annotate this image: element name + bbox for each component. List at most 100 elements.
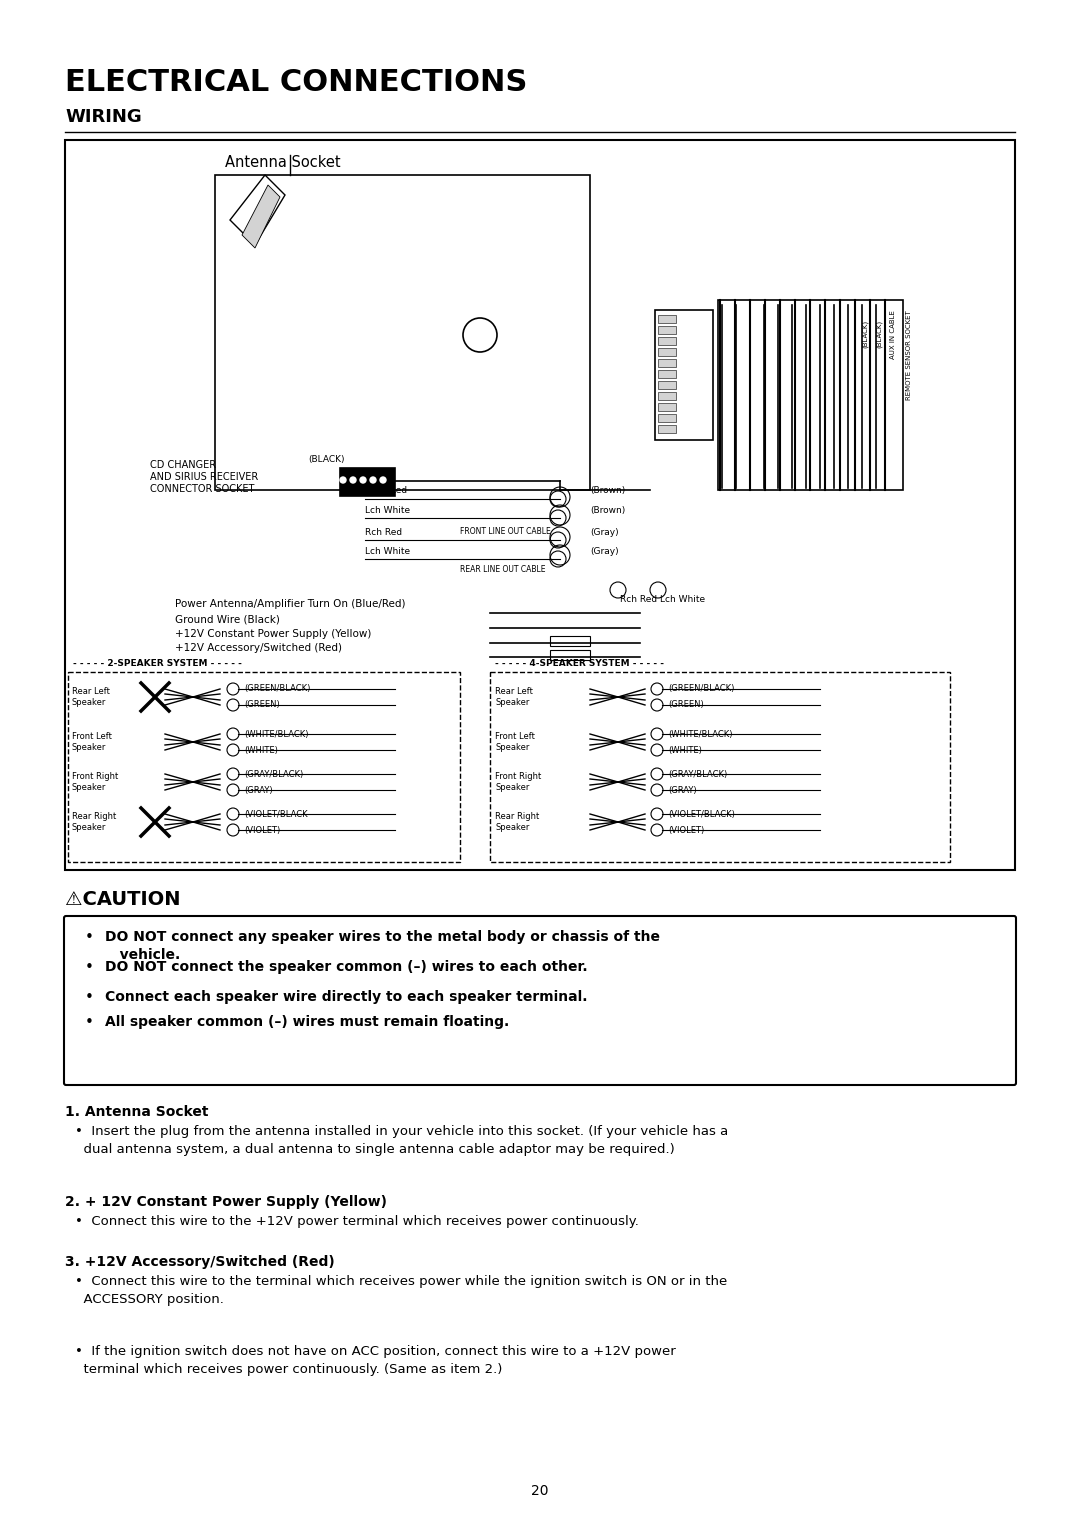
Text: (VIOLET): (VIOLET)	[244, 825, 280, 834]
Text: CONNECTOR SOCKET: CONNECTOR SOCKET	[150, 483, 255, 494]
Bar	[662, 342, 681, 351]
Text: 20: 20	[531, 1484, 549, 1498]
Bar	[662, 396, 681, 406]
Text: (WHITE): (WHITE)	[669, 746, 702, 755]
Text: Rch Red: Rch Red	[365, 528, 402, 537]
Text: (GRAY/BLACK): (GRAY/BLACK)	[669, 770, 727, 778]
Polygon shape	[230, 175, 285, 246]
Text: (WHITE/BLACK): (WHITE/BLACK)	[669, 729, 732, 738]
Text: (GREEN/BLACK): (GREEN/BLACK)	[244, 685, 310, 694]
Text: Front Right
Speaker: Front Right Speaker	[495, 772, 541, 791]
Text: •: •	[85, 990, 94, 1005]
Text: AND SIRIUS RECEIVER: AND SIRIUS RECEIVER	[150, 473, 258, 482]
Bar	[658, 337, 676, 345]
Text: - - - - - 4-SPEAKER SYSTEM - - - - -: - - - - - 4-SPEAKER SYSTEM - - - - -	[495, 659, 664, 668]
Text: DO NOT connect any speaker wires to the metal body or chassis of the
   vehicle.: DO NOT connect any speaker wires to the …	[105, 930, 660, 962]
Circle shape	[340, 477, 346, 483]
Bar	[658, 392, 676, 400]
Text: - - - - - 2-SPEAKER SYSTEM - - - - -: - - - - - 2-SPEAKER SYSTEM - - - - -	[73, 659, 242, 668]
Bar	[658, 348, 676, 355]
Bar	[718, 300, 903, 490]
Text: REAR LINE OUT CABLE: REAR LINE OUT CABLE	[460, 564, 545, 573]
Text: (Gray): (Gray)	[590, 528, 619, 537]
Text: (WHITE): (WHITE)	[244, 746, 278, 755]
Circle shape	[350, 477, 356, 483]
Bar	[660, 316, 710, 364]
FancyBboxPatch shape	[64, 917, 1016, 1084]
Text: •  Insert the plug from the antenna installed in your vehicle into this socket. : • Insert the plug from the antenna insta…	[75, 1125, 728, 1156]
Text: Rear Right
Speaker: Rear Right Speaker	[72, 811, 117, 833]
Text: REMOTE SENSOR SOCKET: REMOTE SENSOR SOCKET	[906, 310, 912, 400]
Text: •  If the ignition switch does not have on ACC position, connect this wire to a : • If the ignition switch does not have o…	[75, 1345, 676, 1376]
Polygon shape	[242, 185, 280, 249]
Bar	[662, 375, 681, 383]
Bar	[215, 175, 590, 490]
Text: (VIOLET/BLACK: (VIOLET/BLACK	[244, 810, 308, 819]
Text: (BLACK): (BLACK)	[862, 320, 868, 348]
Text: 1. Antenna Socket: 1. Antenna Socket	[65, 1106, 208, 1119]
Text: All speaker common (–) wires must remain floating.: All speaker common (–) wires must remain…	[105, 1016, 510, 1029]
Text: (GREEN): (GREEN)	[669, 700, 704, 709]
Text: (BLACK): (BLACK)	[876, 320, 882, 348]
Text: Connect each speaker wire directly to each speaker terminal.: Connect each speaker wire directly to ea…	[105, 990, 588, 1003]
Text: Front Left
Speaker: Front Left Speaker	[72, 732, 112, 752]
Text: CD CHANGER: CD CHANGER	[150, 461, 216, 470]
Bar	[658, 413, 676, 422]
Text: AUX IN CABLE: AUX IN CABLE	[890, 310, 896, 358]
Text: (GRAY): (GRAY)	[669, 785, 697, 795]
Text: ⚠CAUTION: ⚠CAUTION	[65, 891, 180, 909]
Text: Rear Right
Speaker: Rear Right Speaker	[495, 811, 539, 833]
Text: WIRING: WIRING	[65, 108, 141, 127]
Bar	[654, 310, 713, 441]
Bar	[658, 403, 676, 412]
Text: FRONT LINE OUT CABLE: FRONT LINE OUT CABLE	[460, 528, 551, 535]
Text: Ground Wire (Black): Ground Wire (Black)	[175, 615, 280, 624]
Bar	[662, 320, 681, 328]
Bar	[662, 430, 681, 438]
Bar	[340, 468, 395, 496]
Text: ELECTRICAL CONNECTIONS: ELECTRICAL CONNECTIONS	[65, 69, 527, 98]
Text: Rch Red: Rch Red	[620, 595, 657, 604]
Text: Rear Left
Speaker: Rear Left Speaker	[495, 686, 532, 708]
Bar	[550, 636, 590, 647]
Text: •: •	[85, 1016, 94, 1029]
Text: (GRAY/BLACK): (GRAY/BLACK)	[244, 770, 303, 778]
Bar	[662, 386, 681, 393]
Text: 3. +12V Accessory/Switched (Red): 3. +12V Accessory/Switched (Red)	[65, 1255, 335, 1269]
Text: Front Right
Speaker: Front Right Speaker	[72, 772, 118, 791]
Text: •  Connect this wire to the terminal which receives power while the ignition swi: • Connect this wire to the terminal whic…	[75, 1275, 727, 1305]
Text: Rch Red: Rch Red	[370, 486, 407, 496]
Bar	[658, 358, 676, 368]
Bar	[662, 352, 681, 361]
Text: (WHITE/BLACK): (WHITE/BLACK)	[244, 729, 309, 738]
Bar	[662, 364, 681, 372]
Bar	[490, 673, 950, 862]
Text: (BLACK): (BLACK)	[308, 454, 345, 464]
Bar	[658, 316, 676, 323]
Text: Power Antenna/Amplifier Turn On (Blue/Red): Power Antenna/Amplifier Turn On (Blue/Re…	[175, 599, 405, 608]
Bar	[658, 326, 676, 334]
Text: (GREEN): (GREEN)	[244, 700, 280, 709]
Circle shape	[380, 477, 386, 483]
Bar	[658, 425, 676, 433]
Text: (Brown): (Brown)	[590, 506, 625, 515]
Text: 2. + 12V Constant Power Supply (Yellow): 2. + 12V Constant Power Supply (Yellow)	[65, 1196, 387, 1209]
Bar	[662, 331, 681, 339]
Text: (GRAY): (GRAY)	[244, 785, 272, 795]
Bar	[662, 409, 681, 416]
Text: (VIOLET/BLACK): (VIOLET/BLACK)	[669, 810, 734, 819]
Text: •: •	[85, 930, 94, 946]
Bar	[68, 673, 460, 862]
Text: Front Left
Speaker: Front Left Speaker	[495, 732, 535, 752]
Text: (Gray): (Gray)	[590, 547, 619, 557]
Text: (Brown): (Brown)	[590, 486, 625, 496]
Text: DO NOT connect the speaker common (–) wires to each other.: DO NOT connect the speaker common (–) wi…	[105, 961, 588, 974]
Text: +12V Constant Power Supply (Yellow): +12V Constant Power Supply (Yellow)	[175, 628, 372, 639]
Bar	[658, 381, 676, 389]
Text: Lch White: Lch White	[365, 506, 410, 515]
Text: Rear Left
Speaker: Rear Left Speaker	[72, 686, 110, 708]
Text: (VIOLET): (VIOLET)	[669, 825, 704, 834]
Bar	[658, 371, 676, 378]
Text: •  Connect this wire to the +12V power terminal which receives power continuousl: • Connect this wire to the +12V power te…	[75, 1215, 639, 1228]
Text: (GREEN/BLACK): (GREEN/BLACK)	[669, 685, 734, 694]
